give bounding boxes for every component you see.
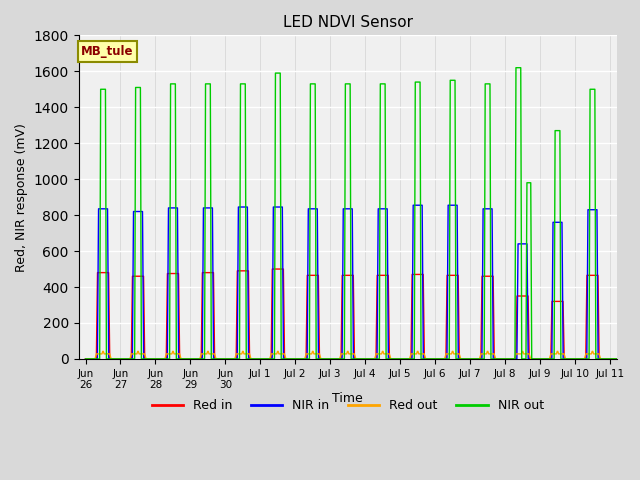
Text: MB_tule: MB_tule	[81, 45, 134, 58]
Y-axis label: Red, NIR response (mV): Red, NIR response (mV)	[15, 123, 28, 272]
Legend: Red in, NIR in, Red out, NIR out: Red in, NIR in, Red out, NIR out	[147, 395, 549, 418]
Title: LED NDVI Sensor: LED NDVI Sensor	[283, 15, 413, 30]
X-axis label: Time: Time	[332, 392, 363, 405]
